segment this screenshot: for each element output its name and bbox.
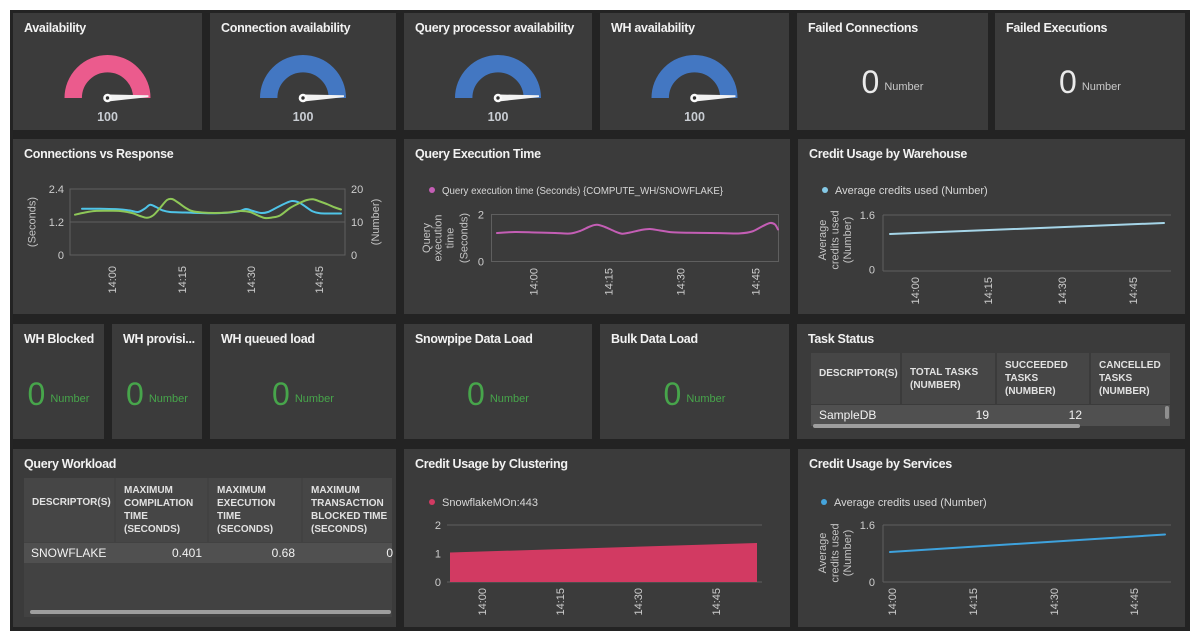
svg-text:14:15: 14:15 (177, 266, 189, 294)
svg-text:Query: Query (421, 223, 433, 253)
svg-text:credits used: credits used (830, 523, 842, 582)
svg-text:0: 0 (351, 250, 357, 262)
svg-text:14:45: 14:45 (751, 268, 763, 296)
svg-text:14:30: 14:30 (676, 268, 688, 296)
svg-text:14:15: 14:15 (604, 268, 616, 296)
svg-text:0: 0 (435, 577, 441, 589)
svg-text:(Seconds): (Seconds) (459, 213, 471, 263)
svg-text:(Number): (Number) (842, 217, 854, 263)
svg-text:14:00: 14:00 (910, 277, 922, 305)
svg-text:14:45: 14:45 (711, 588, 723, 616)
svg-text:Average credits used (Number): Average credits used (Number) (835, 185, 988, 197)
svg-text:14:00: 14:00 (477, 588, 489, 616)
svg-text:14:00: 14:00 (887, 588, 899, 616)
svg-text:2: 2 (435, 520, 441, 532)
svg-text:14:30: 14:30 (633, 588, 645, 616)
svg-text:0: 0 (869, 577, 875, 589)
svg-text:100: 100 (293, 110, 314, 124)
svg-text:14:00: 14:00 (107, 266, 119, 294)
svg-text:2.4: 2.4 (49, 184, 64, 196)
svg-text:100: 100 (684, 110, 705, 124)
svg-text:0: 0 (478, 257, 484, 269)
svg-text:1.2: 1.2 (49, 217, 64, 229)
svg-text:0: 0 (869, 265, 875, 277)
svg-text:14:00: 14:00 (529, 268, 541, 296)
svg-text:100: 100 (488, 110, 509, 124)
svg-text:14:15: 14:15 (983, 277, 995, 305)
svg-text:14:15: 14:15 (555, 588, 567, 616)
svg-text:time: time (445, 228, 457, 249)
svg-text:0: 0 (58, 250, 64, 262)
svg-text:(Number): (Number) (842, 530, 854, 576)
svg-text:14:45: 14:45 (1129, 588, 1141, 616)
svg-text:14:15: 14:15 (968, 588, 980, 616)
svg-text:14:30: 14:30 (1057, 277, 1069, 305)
svg-text:credits used: credits used (830, 210, 842, 269)
svg-text:10: 10 (351, 217, 363, 229)
svg-text:(Seconds): (Seconds) (27, 197, 39, 247)
svg-text:1: 1 (435, 549, 441, 561)
svg-text:1.6: 1.6 (860, 210, 875, 222)
svg-text:Average credits used (Number): Average credits used (Number) (834, 497, 987, 509)
svg-text:14:45: 14:45 (314, 266, 326, 294)
svg-text:20: 20 (351, 184, 363, 196)
svg-text:Average: Average (817, 533, 829, 574)
svg-text:14:30: 14:30 (1049, 588, 1061, 616)
svg-text:Average: Average (817, 220, 829, 261)
svg-text:Query execution time (Seconds): Query execution time (Seconds) {COMPUTE_… (442, 186, 724, 197)
svg-text:1.6: 1.6 (860, 520, 875, 532)
svg-text:14:45: 14:45 (1128, 277, 1140, 305)
svg-text:100: 100 (97, 110, 118, 124)
svg-text:14:30: 14:30 (246, 266, 258, 294)
svg-text:execution: execution (433, 214, 445, 261)
svg-text:(Number): (Number) (370, 199, 382, 245)
svg-text:SnowflakeMOn:443: SnowflakeMOn:443 (442, 497, 538, 509)
svg-text:2: 2 (478, 210, 484, 222)
